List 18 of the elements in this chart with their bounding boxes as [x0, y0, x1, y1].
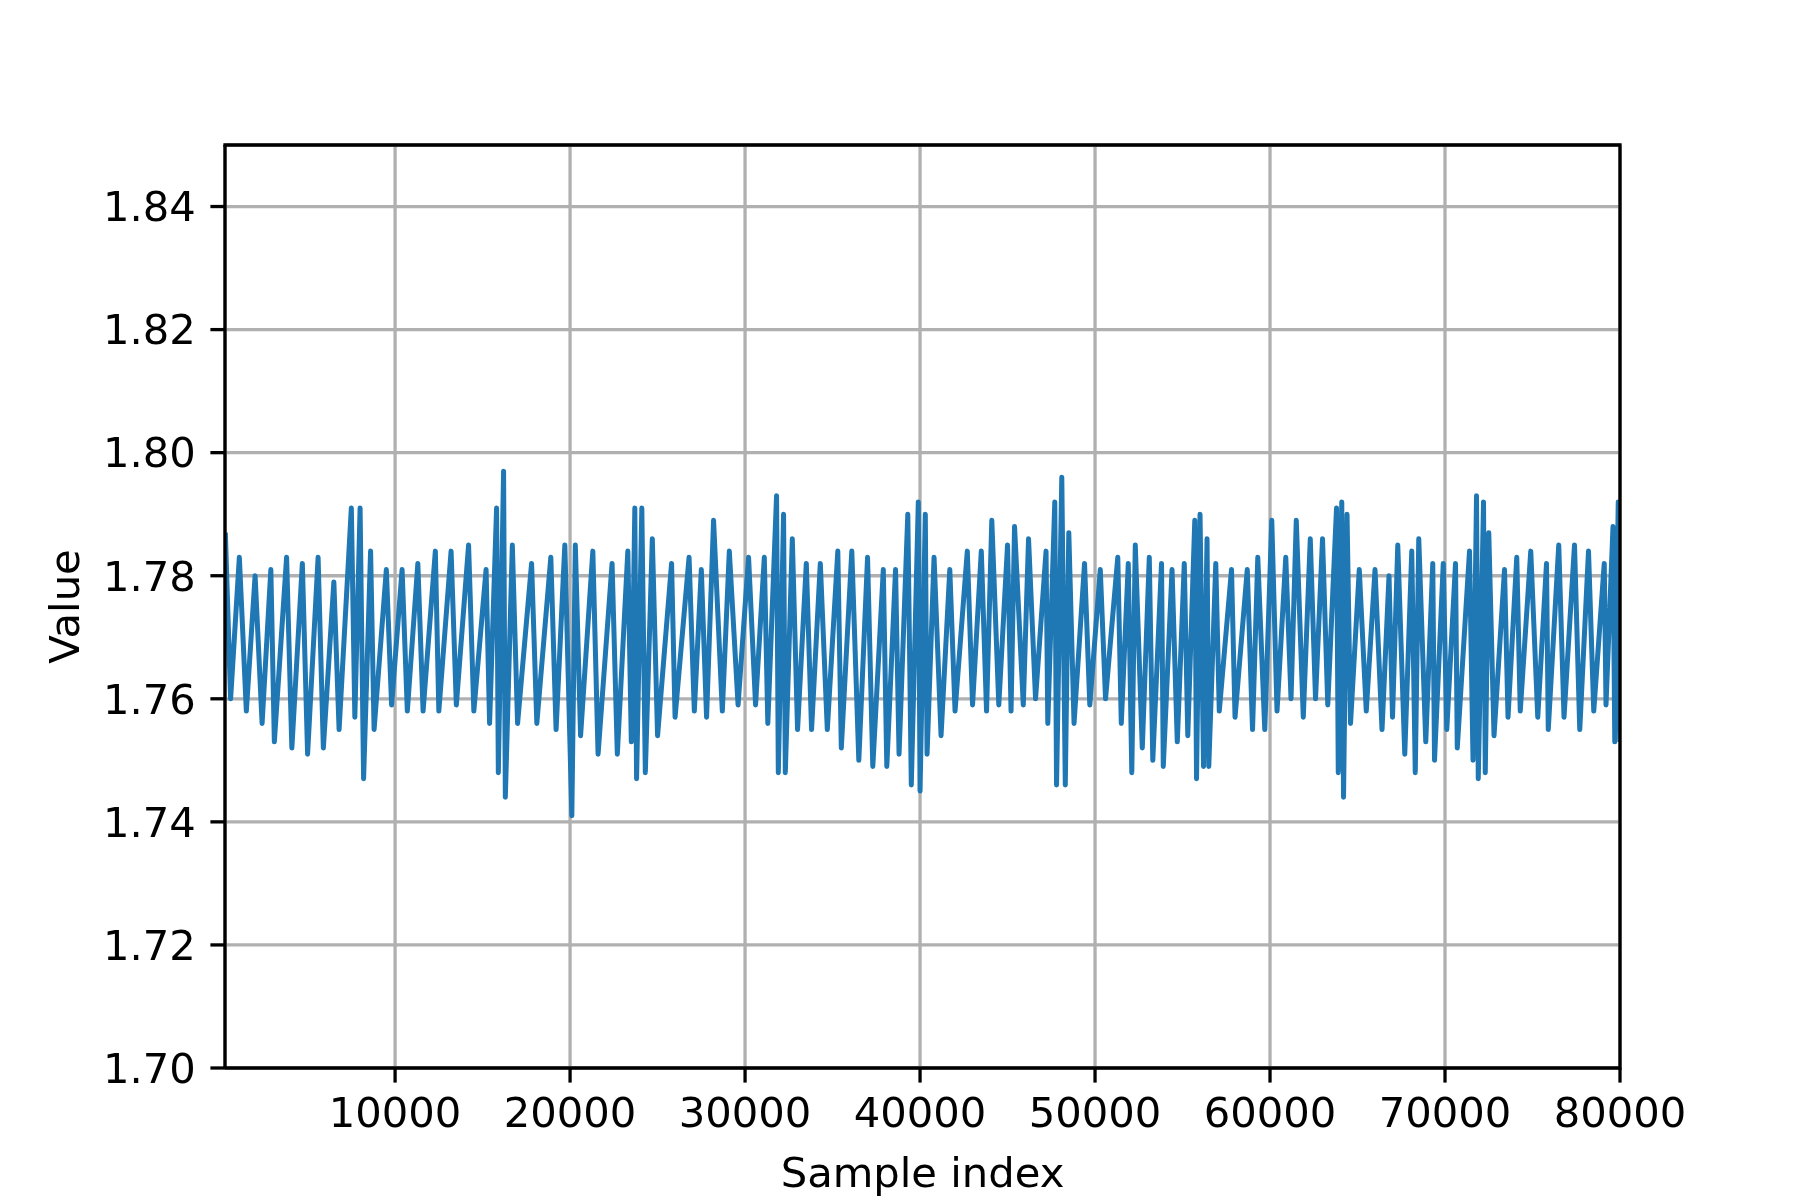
x-tick-label: 40000 [853, 1087, 987, 1137]
x-tick-label: 20000 [503, 1087, 637, 1137]
x-axis-title: Sample index [780, 1147, 1065, 1197]
x-tick-label: 10000 [328, 1087, 462, 1137]
x-tick-label: 30000 [678, 1087, 812, 1137]
x-tick-label: 70000 [1378, 1087, 1512, 1137]
x-tick-label: 50000 [1028, 1087, 1162, 1137]
y-tick-label: 1.78 [102, 551, 196, 601]
y-tick-label: 1.82 [102, 305, 196, 355]
y-tick-label: 1.70 [102, 1043, 196, 1093]
y-tick-label: 1.76 [102, 674, 196, 724]
x-tick-label: 60000 [1203, 1087, 1337, 1137]
y-axis-title: Value [39, 549, 89, 664]
y-tick-label: 1.74 [102, 797, 196, 847]
y-tick-label: 1.72 [102, 920, 196, 970]
y-tick-label: 1.84 [102, 182, 196, 232]
y-tick-label: 1.80 [102, 428, 196, 478]
x-tick-label: 80000 [1553, 1087, 1687, 1137]
